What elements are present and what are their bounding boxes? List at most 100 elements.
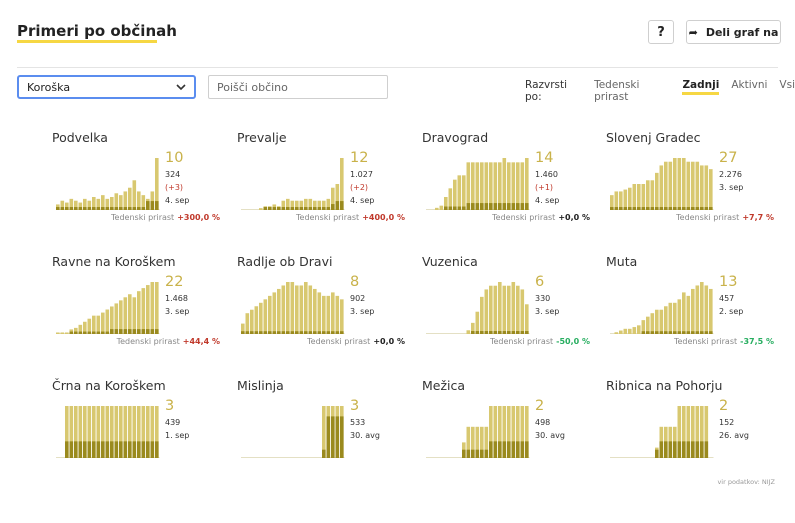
- municipality-card[interactable]: Slovenj Gradec 27 2.276 3. sep Tedenski prir…: [606, 130, 776, 245]
- chart-bar-recent: [471, 331, 475, 334]
- sort-option-weekly[interactable]: Tedenski prirast: [594, 79, 640, 103]
- municipality-card[interactable]: Ribnica na Pohorju 2 152 26. avg: [606, 378, 776, 493]
- municipality-name: Ravne na Koroškem: [52, 254, 176, 269]
- weekly-growth: Tedenski prirast +0,0 %: [307, 337, 405, 346]
- chart-bar: [673, 302, 677, 334]
- chart-bar: [457, 175, 462, 210]
- municipality-card[interactable]: Podvelka 10 324 (+3) 4. sep Tedenski prirast +…: [52, 130, 222, 245]
- chart-bar-recent: [709, 207, 713, 210]
- weekly-growth-value: +400,0 %: [362, 213, 405, 222]
- chart-bar-recent: [83, 207, 87, 210]
- share-button-label: Deli graf na: [705, 25, 779, 39]
- chart-bar: [96, 198, 101, 210]
- chart-bar: [110, 406, 114, 458]
- municipality-card[interactable]: Ravne na Koroškem 22 1.468 3. sep Tedenski p…: [52, 254, 222, 369]
- chart-bar-recent: [326, 207, 331, 210]
- chart-bar: [74, 327, 78, 334]
- chart-bar: [101, 406, 105, 458]
- chart-bar: [123, 297, 128, 334]
- municipality-card[interactable]: Mežica 2 498 30. avg: [422, 378, 592, 493]
- chart-bar: [150, 282, 155, 334]
- latest-date: 30. avg: [535, 431, 565, 440]
- chart-bar: [475, 426, 480, 458]
- weekly-growth-value: +0,0 %: [558, 213, 590, 222]
- chart-bar-recent: [493, 331, 498, 334]
- weekly-growth-label: Tedenski prirast: [111, 213, 175, 222]
- latest-value: 3: [165, 398, 175, 414]
- municipality-name: Prevalje: [237, 130, 287, 145]
- chart-bar-recent: [299, 331, 304, 334]
- chart-bar: [709, 288, 713, 334]
- sort-option-latest[interactable]: Zadnji: [682, 79, 720, 95]
- chart-bar: [155, 406, 159, 458]
- municipality-chart: [241, 158, 345, 210]
- chart-bar-recent: [646, 331, 650, 334]
- chart-bar: [480, 162, 484, 210]
- chart-bar-recent: [650, 207, 655, 210]
- chart-bar: [623, 189, 628, 210]
- chart-bar: [655, 309, 659, 334]
- chart-bar-recent: [56, 207, 60, 210]
- chart-bar: [480, 426, 484, 458]
- total-value: 498: [535, 418, 551, 427]
- region-select[interactable]: Koroška: [17, 75, 196, 99]
- municipality-card[interactable]: Vuzenica 6 330 3. sep Tedenski prirast -50,0 …: [422, 254, 592, 369]
- chart-bar: [525, 406, 529, 458]
- chart-bar: [493, 162, 498, 210]
- weekly-growth-value: +300,0 %: [177, 213, 220, 222]
- chart-bar: [60, 200, 65, 210]
- municipality-name: Dravograd: [422, 130, 489, 145]
- municipality-chart: [56, 282, 160, 334]
- chart-bar-recent: [65, 441, 69, 458]
- municipality-card[interactable]: Prevalje 12 1.027 (+2) 4. sep Tedenski priras…: [237, 130, 407, 245]
- municipality-name: Črna na Koroškem: [52, 378, 166, 393]
- header-divider: [17, 67, 778, 68]
- municipality-card[interactable]: Radlje ob Dravi 8 902 3. sep Tedenski priras…: [237, 254, 407, 369]
- chart-bar: [641, 320, 646, 334]
- sort-option-all[interactable]: Vsi: [779, 79, 795, 91]
- chart-bar: [632, 327, 637, 334]
- chart-bar-recent: [646, 207, 650, 210]
- municipality-card[interactable]: Dravograd 14 1.460 (+1) 4. sep Tedenski prira…: [422, 130, 592, 245]
- chart-bar-recent: [664, 441, 668, 458]
- chart-bar: [502, 406, 507, 458]
- municipality-chart: [56, 158, 160, 210]
- help-button[interactable]: ?: [648, 20, 674, 44]
- total-value: 1.460: [535, 170, 558, 179]
- municipality-name: Mislinja: [237, 378, 284, 393]
- municipality-name: Mežica: [422, 378, 466, 393]
- search-input[interactable]: [208, 75, 388, 99]
- chart-bar: [498, 282, 502, 334]
- chart-bar-recent: [69, 207, 74, 210]
- chart-bar-recent: [322, 207, 326, 210]
- chart-bar: [453, 179, 457, 210]
- municipality-card[interactable]: Črna na Koroškem 3 439 1. sep: [52, 378, 222, 493]
- daily-change: (+3): [165, 183, 184, 192]
- chart-bar-recent: [150, 329, 155, 334]
- chart-bar-recent: [141, 329, 146, 334]
- chart-bar-recent: [105, 207, 110, 210]
- chart-bar: [471, 162, 475, 210]
- chart-bar: [137, 406, 141, 458]
- chart-bar-recent: [101, 207, 105, 210]
- sort-option-active[interactable]: Aktivni: [731, 79, 768, 91]
- chart-bar-recent: [114, 441, 119, 458]
- municipality-card[interactable]: Mislinja 3 533 30. avg: [237, 378, 407, 493]
- chart-bar-recent: [466, 449, 471, 458]
- chart-bar: [520, 406, 525, 458]
- chart-bar: [105, 198, 110, 210]
- chart-bar-recent: [484, 203, 489, 210]
- municipality-name: Ribnica na Pohorju: [606, 378, 723, 393]
- total-value: 152: [719, 418, 735, 427]
- municipality-card[interactable]: Muta 13 457 2. sep Tedenski prirast -37,5 %: [606, 254, 776, 369]
- share-button[interactable]: ➦ Deli graf na: [686, 20, 781, 44]
- chart-bar: [484, 162, 489, 210]
- region-select-value: Koroška: [27, 80, 71, 94]
- chart-bar-recent: [700, 331, 704, 334]
- chart-bar-recent: [448, 206, 453, 210]
- chart-bar: [691, 288, 695, 334]
- weekly-growth-label: Tedenski prirast: [296, 213, 360, 222]
- chart-bar: [277, 288, 281, 334]
- weekly-growth-value: -50,0 %: [556, 337, 590, 346]
- latest-value: 6: [535, 274, 545, 290]
